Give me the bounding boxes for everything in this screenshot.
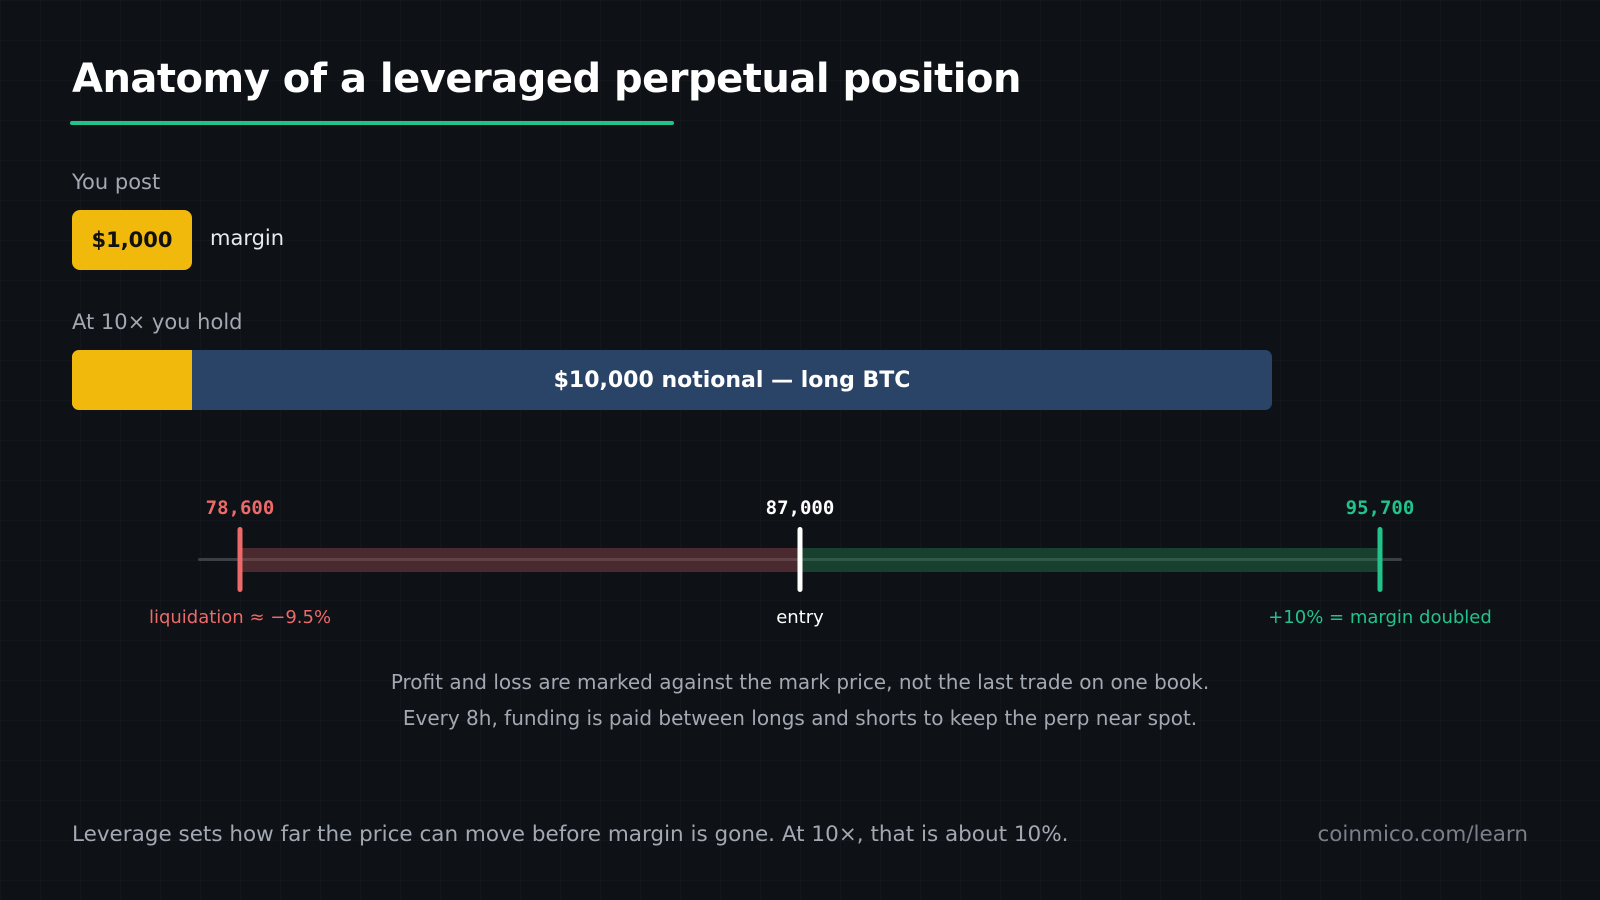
footer-link[interactable]: coinmico.com/learn	[1317, 822, 1528, 847]
notional-label: $10,000 notional — long BTC	[553, 367, 911, 393]
notional-bar: $10,000 notional — long BTC	[72, 350, 1272, 410]
footer-summary: Leverage sets how far the price can move…	[72, 822, 1069, 847]
leverage-section-label: At 10× you hold	[72, 310, 243, 334]
loss-zone	[240, 548, 800, 572]
track-midline	[240, 558, 1380, 561]
liquidation-marker	[237, 527, 243, 592]
margin-section-label: You post	[72, 170, 161, 194]
mark-price-note: Profit and loss are marked against the m…	[390, 670, 1210, 694]
entry-price: 87,000	[765, 497, 835, 519]
profit-zone	[800, 548, 1380, 572]
funding-note: Every 8h, funding is paid between longs …	[402, 706, 1198, 730]
margin-word: margin	[210, 226, 285, 250]
track-line	[198, 558, 1402, 561]
title-underline	[70, 121, 674, 125]
notional-margin-segment	[72, 350, 192, 410]
target-caption: +10% = margin doubled	[1268, 607, 1492, 628]
liquidation-price: 78,600	[205, 497, 275, 519]
liquidation-caption: liquidation ≈ −9.5%	[148, 607, 332, 628]
target-marker	[1377, 527, 1383, 592]
page-title: Anatomy of a leveraged perpetual positio…	[72, 56, 1021, 102]
entry-marker	[797, 527, 803, 592]
target-price: 95,700	[1345, 497, 1415, 519]
entry-caption: entry	[776, 607, 824, 628]
margin-amount-badge: $1,000	[72, 210, 192, 270]
